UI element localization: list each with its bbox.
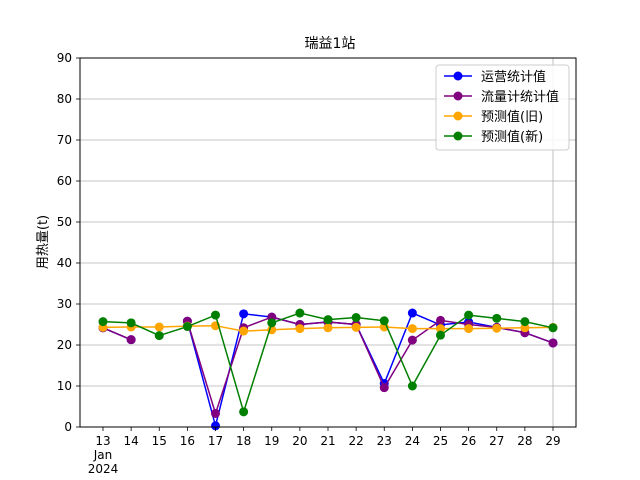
data-point xyxy=(239,407,249,417)
data-point xyxy=(548,323,558,333)
x-tick-label: 24 xyxy=(405,434,420,448)
data-point xyxy=(211,408,220,418)
data-point xyxy=(154,322,164,332)
x-tick-label: 25 xyxy=(433,434,448,448)
data-point xyxy=(351,313,361,323)
data-point xyxy=(407,381,417,391)
x-tick-label: 16 xyxy=(180,434,195,448)
data-point xyxy=(520,317,530,327)
x-tick-label: 20 xyxy=(292,434,307,448)
legend-entry: 预测值(新) xyxy=(481,129,543,145)
series-line xyxy=(102,327,132,341)
data-point xyxy=(154,331,164,341)
data-point xyxy=(436,330,445,340)
y-axis-label: 用热量(t) xyxy=(36,215,51,269)
data-point xyxy=(520,323,530,333)
x-tick-label: 17 xyxy=(208,434,223,448)
legend-marker xyxy=(453,131,463,141)
y-tick-label: 0 xyxy=(64,420,72,434)
legend-marker xyxy=(453,71,463,81)
y-tick-label: 80 xyxy=(57,92,72,106)
legend-entry: 预测值(旧) xyxy=(481,109,543,125)
legend-marker xyxy=(453,111,463,121)
chart-title: 瑞益1站 xyxy=(305,36,356,52)
data-point xyxy=(548,338,558,348)
data-point xyxy=(492,313,502,323)
y-tick-label: 10 xyxy=(57,379,72,393)
data-point xyxy=(295,308,305,318)
data-point xyxy=(379,316,389,326)
x-tick-label: 23 xyxy=(377,434,392,448)
data-point xyxy=(492,323,502,333)
series-line xyxy=(186,316,554,416)
data-point xyxy=(436,324,445,334)
x-tick-label: 22 xyxy=(348,434,363,448)
data-point xyxy=(295,324,305,334)
data-point xyxy=(323,315,333,325)
series-layer xyxy=(98,308,558,431)
legend-marker xyxy=(453,91,463,101)
x-tick-label: 27 xyxy=(489,434,504,448)
data-point xyxy=(211,310,220,320)
y-tick-label: 40 xyxy=(57,256,72,270)
data-point xyxy=(464,324,474,334)
data-point xyxy=(182,322,192,332)
data-point xyxy=(98,317,108,327)
x-tick-label: 29 xyxy=(545,434,560,448)
y-tick-label: 30 xyxy=(57,297,72,311)
data-point xyxy=(351,322,361,332)
x-sub-label: Jan xyxy=(93,448,113,462)
y-tick-label: 50 xyxy=(57,215,72,229)
data-point xyxy=(211,421,220,431)
y-tick-label: 70 xyxy=(57,133,72,147)
x-tick-label: 14 xyxy=(123,434,138,448)
data-point xyxy=(126,335,136,345)
legend-entry: 运营统计值 xyxy=(481,69,546,85)
data-point xyxy=(379,383,389,393)
x-tick-label: 28 xyxy=(517,434,532,448)
x-tick-label: 19 xyxy=(264,434,279,448)
data-point xyxy=(407,324,417,334)
y-tick-label: 20 xyxy=(57,338,72,352)
data-point xyxy=(126,318,136,328)
x-tick-label: 21 xyxy=(320,434,335,448)
data-point xyxy=(323,323,333,333)
x-tick-label: 15 xyxy=(152,434,167,448)
series-3 xyxy=(98,308,558,417)
x-tick-label: 13 xyxy=(95,434,110,448)
data-point xyxy=(407,308,417,318)
data-point xyxy=(239,309,249,319)
x-tick-label: 26 xyxy=(461,434,476,448)
data-point xyxy=(464,310,474,320)
y-tick-label: 90 xyxy=(57,51,72,65)
axes: 0 10 20 30 40 50 60 70 80 90 13 14 15 16 17 18 19 20 21 22 2… xyxy=(57,51,561,476)
legend-box xyxy=(435,64,570,151)
data-point xyxy=(407,335,417,345)
x-sub-label: 2024 xyxy=(88,462,119,476)
y-tick-label: 60 xyxy=(57,174,72,188)
data-point xyxy=(267,318,277,328)
data-point xyxy=(239,326,249,336)
legend-entry: 流量计统计值 xyxy=(481,89,559,105)
data-point xyxy=(436,315,445,325)
x-tick-label: 18 xyxy=(236,434,251,448)
